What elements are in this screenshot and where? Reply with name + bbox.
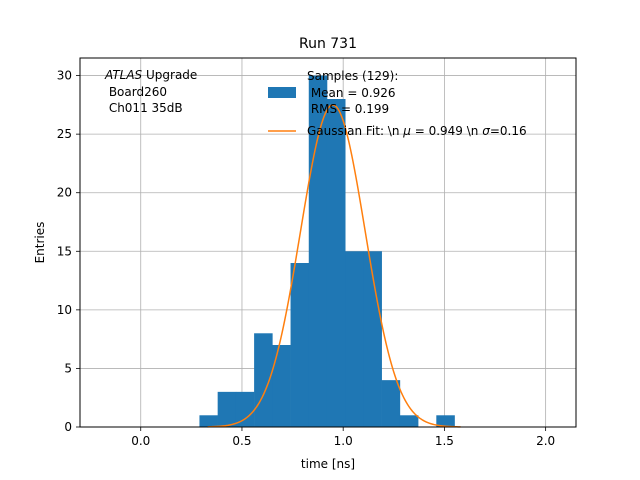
y-axis-label: Entries (33, 222, 47, 264)
legend: Samples (129): Mean = 0.926 RMS = 0.199 … (268, 69, 527, 138)
histogram-bar (345, 251, 364, 427)
y-tick-label: 5 (64, 361, 72, 375)
histogram-bar (290, 263, 310, 427)
legend-fit-pre: Gaussian Fit: \n (307, 124, 403, 138)
x-tick-label: 0.0 (131, 434, 150, 448)
x-tick-label: 2.0 (536, 434, 555, 448)
y-tick-label: 20 (57, 186, 72, 200)
x-axis-label: time [ns] (301, 457, 355, 471)
annotation-line-2: Board260 (105, 85, 167, 99)
plot-frame (79, 57, 577, 428)
gaussian-fit-curve (207, 104, 461, 428)
histogram-bar (326, 99, 346, 427)
legend-fit-mu: μ (402, 124, 411, 138)
histogram-bar (272, 345, 291, 427)
x-tick-label: 1.5 (435, 434, 454, 448)
chart-title: Run 731 (299, 36, 357, 52)
y-tick-label: 0 (64, 420, 72, 434)
histogram-bar (308, 75, 328, 428)
histogram-bar (381, 380, 401, 427)
legend-fit-post: =0.16 (490, 124, 527, 138)
histogram-bar (399, 415, 419, 427)
annotation-line-3: Ch011 35dB (105, 101, 183, 115)
y-tick-label: 10 (57, 303, 72, 317)
legend-swatch-histogram (268, 87, 296, 98)
ticks-layer: 0.0 0.5 1.0 1.5 2.0 0 5 10 15 20 25 30 (57, 69, 555, 448)
x-tick-label: 0.5 (232, 434, 251, 448)
x-tick-label: 1.0 (334, 434, 353, 448)
histogram-bars (199, 75, 455, 428)
annotation-atlas: ATLAS (104, 68, 143, 82)
histogram-bar (235, 391, 255, 427)
legend-fit-mid: = 0.949 \n (411, 124, 482, 138)
atlas-annotation: ATLAS Upgrade Board260 Ch011 35dB (104, 68, 197, 115)
histogram-bar (436, 415, 455, 427)
histogram-bar (217, 391, 237, 427)
legend-histogram-line-1: Samples (129): (307, 69, 398, 83)
annotation-line-1: ATLAS Upgrade (104, 68, 197, 82)
gaussian-fit-layer (207, 104, 461, 428)
legend-fit-sigma: σ (482, 124, 490, 138)
legend-histogram-line-3: RMS = 0.199 (307, 102, 389, 116)
histogram-bar (199, 415, 218, 427)
y-tick-label: 15 (57, 244, 72, 258)
y-tick-label: 25 (57, 127, 72, 141)
legend-histogram-line-2: Mean = 0.926 (307, 86, 396, 100)
legend-fit-label: Gaussian Fit: \n μ = 0.949 \n σ=0.16 (307, 124, 527, 138)
histogram-bar (363, 251, 382, 427)
annotation-upgrade: Upgrade (142, 68, 197, 82)
y-tick-label: 30 (57, 69, 72, 83)
